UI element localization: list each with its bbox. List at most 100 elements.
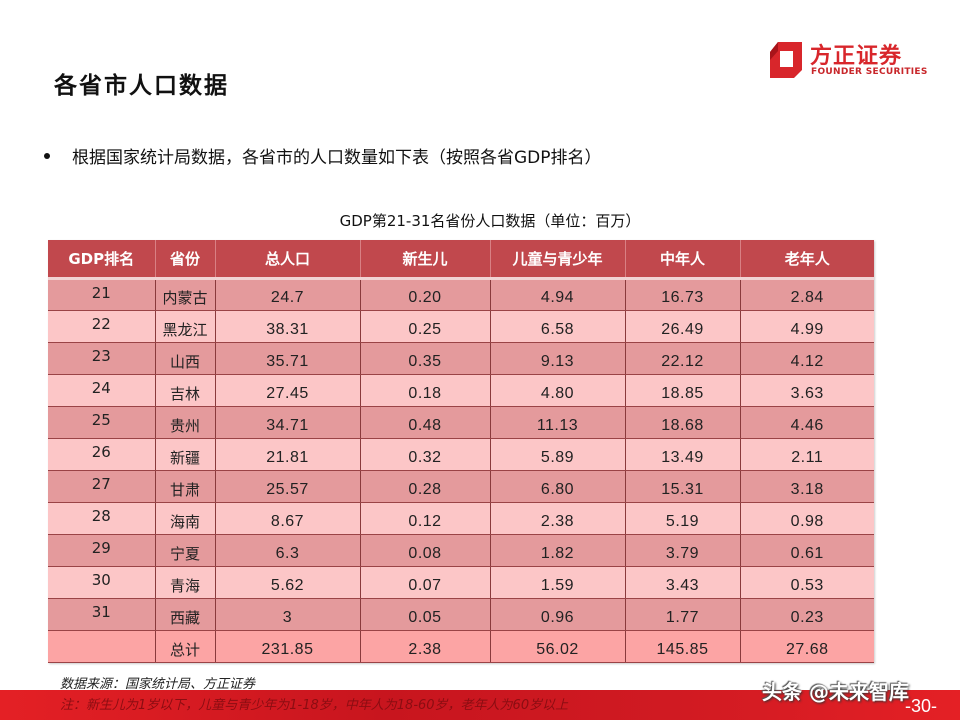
cell-middle: 3.79 — [625, 534, 741, 567]
cell-youth: 0.96 — [490, 598, 626, 631]
cell-middle: 18.85 — [625, 374, 741, 407]
cell-middle: 13.49 — [625, 438, 741, 471]
population-table: GDP排名 省份 总人口 新生儿 儿童与青少年 中年人 老年人 21 内蒙古 2… — [48, 240, 874, 663]
table-header-row: GDP排名 省份 总人口 新生儿 儿童与青少年 中年人 老年人 — [48, 240, 874, 280]
table-total-row: 总计 231.85 2.38 56.02 145.85 27.68 — [48, 630, 874, 663]
cell-youth: 6.80 — [490, 470, 626, 503]
cell-elderly: 2.84 — [740, 278, 874, 311]
cell-total: 27.45 — [215, 374, 361, 407]
cell-total: 6.3 — [215, 534, 361, 567]
watermark: 头条 @未来智库 — [762, 680, 909, 704]
cell-total: 21.81 — [215, 438, 361, 471]
page-number: -30- — [905, 696, 938, 716]
cell-elderly: 0.53 — [740, 566, 874, 599]
cell-rank: 21 — [48, 278, 156, 311]
cell-youth: 5.89 — [490, 438, 626, 471]
cell-total: 34.71 — [215, 406, 361, 439]
cell-total: 5.62 — [215, 566, 361, 599]
page-title: 各省市人口数据 — [54, 73, 229, 99]
footer-bar — [0, 690, 960, 720]
cell-rank: 30 — [48, 566, 156, 599]
table-row: 27 甘肃 25.57 0.28 6.80 15.31 3.18 — [48, 470, 874, 503]
cell-rank: 25 — [48, 406, 156, 439]
cell-rank: 31 — [48, 598, 156, 631]
cell-newborn: 0.20 — [360, 278, 491, 311]
cell-newborn: 0.07 — [360, 566, 491, 599]
founder-securities-logo: 方正证券 FOUNDER SECURITIES — [768, 38, 933, 82]
table-caption: GDP第21-31名省份人口数据（单位：百万） — [0, 210, 960, 231]
cell-newborn: 0.12 — [360, 502, 491, 535]
cell-middle: 18.68 — [625, 406, 741, 439]
table-row: 26 新疆 21.81 0.32 5.89 13.49 2.11 — [48, 438, 874, 471]
cell-youth: 4.80 — [490, 374, 626, 407]
cell-middle: 3.43 — [625, 566, 741, 599]
cell-province: 黑龙江 — [155, 310, 216, 343]
cell-youth: 2.38 — [490, 502, 626, 535]
header-middle-aged: 中年人 — [625, 240, 741, 280]
cell-newborn: 0.05 — [360, 598, 491, 631]
logo-name-en: FOUNDER SECURITIES — [811, 67, 928, 77]
cell-province: 内蒙古 — [155, 278, 216, 311]
header-total-population: 总人口 — [215, 240, 361, 280]
cell-province: 西藏 — [155, 598, 216, 631]
table-row: 30 青海 5.62 0.07 1.59 3.43 0.53 — [48, 566, 874, 599]
cell-province: 海南 — [155, 502, 216, 535]
cell-newborn: 0.18 — [360, 374, 491, 407]
cell-total: 3 — [215, 598, 361, 631]
table-row: 25 贵州 34.71 0.48 11.13 18.68 4.46 — [48, 406, 874, 439]
age-definition-note: 注：新生儿为1岁以下，儿童与青少年为1-18岁，中年人为18-60岁，老年人为6… — [60, 698, 569, 713]
table-row: 31 西藏 3 0.05 0.96 1.77 0.23 — [48, 598, 874, 631]
table-row: 28 海南 8.67 0.12 2.38 5.19 0.98 — [48, 502, 874, 535]
cell-total: 25.57 — [215, 470, 361, 503]
cell-middle: 22.12 — [625, 342, 741, 375]
cell-province: 宁夏 — [155, 534, 216, 567]
cell-elderly: 3.63 — [740, 374, 874, 407]
cell-youth: 9.13 — [490, 342, 626, 375]
table-row: 23 山西 35.71 0.35 9.13 22.12 4.12 — [48, 342, 874, 375]
cell-rank: 27 — [48, 470, 156, 503]
cell-elderly: 2.11 — [740, 438, 874, 471]
cell-youth: 6.58 — [490, 310, 626, 343]
cell-province: 山西 — [155, 342, 216, 375]
cell-youth: 56.02 — [490, 630, 626, 663]
cell-newborn: 0.25 — [360, 310, 491, 343]
cell-middle: 145.85 — [625, 630, 741, 663]
header-youth: 儿童与青少年 — [490, 240, 626, 280]
intro-text: 根据国家统计局数据，各省市的人口数量如下表（按照各省GDP排名） — [72, 148, 602, 168]
cell-elderly: 4.46 — [740, 406, 874, 439]
cell-province: 青海 — [155, 566, 216, 599]
cell-elderly: 0.61 — [740, 534, 874, 567]
cell-elderly: 4.12 — [740, 342, 874, 375]
cell-rank: 26 — [48, 438, 156, 471]
cell-middle: 26.49 — [625, 310, 741, 343]
header-province: 省份 — [155, 240, 216, 280]
bullet-icon — [44, 152, 50, 159]
cell-rank: 28 — [48, 502, 156, 535]
cell-total: 24.7 — [215, 278, 361, 311]
cell-youth: 1.82 — [490, 534, 626, 567]
table-caption-text: GDP第21-31名省份人口数据（单位：百万） — [339, 212, 641, 230]
cell-middle: 15.31 — [625, 470, 741, 503]
cell-total: 8.67 — [215, 502, 361, 535]
intro-bullet: 根据国家统计局数据，各省市的人口数量如下表（按照各省GDP排名） — [42, 143, 602, 168]
data-source-note: 数据来源：国家统计局、方正证券 — [60, 677, 256, 692]
cell-elderly: 0.23 — [740, 598, 874, 631]
cell-youth: 1.59 — [490, 566, 626, 599]
cell-province: 甘肃 — [155, 470, 216, 503]
cell-newborn: 0.28 — [360, 470, 491, 503]
header-gdp-rank: GDP排名 — [48, 240, 156, 280]
cell-middle: 5.19 — [625, 502, 741, 535]
cell-elderly: 0.98 — [740, 502, 874, 535]
table-row: 24 吉林 27.45 0.18 4.80 18.85 3.63 — [48, 374, 874, 407]
cell-rank: 22 — [48, 310, 156, 343]
table-row: 21 内蒙古 24.7 0.20 4.94 16.73 2.84 — [48, 278, 874, 311]
cell-rank: 23 — [48, 342, 156, 375]
cell-elderly: 3.18 — [740, 470, 874, 503]
logo-name-cn: 方正证券 — [810, 44, 903, 69]
cell-newborn: 2.38 — [360, 630, 491, 663]
cell-total: 35.71 — [215, 342, 361, 375]
cell-rank — [48, 630, 156, 663]
cell-middle: 1.77 — [625, 598, 741, 631]
cell-province: 新疆 — [155, 438, 216, 471]
cell-total-label: 总计 — [155, 630, 216, 663]
